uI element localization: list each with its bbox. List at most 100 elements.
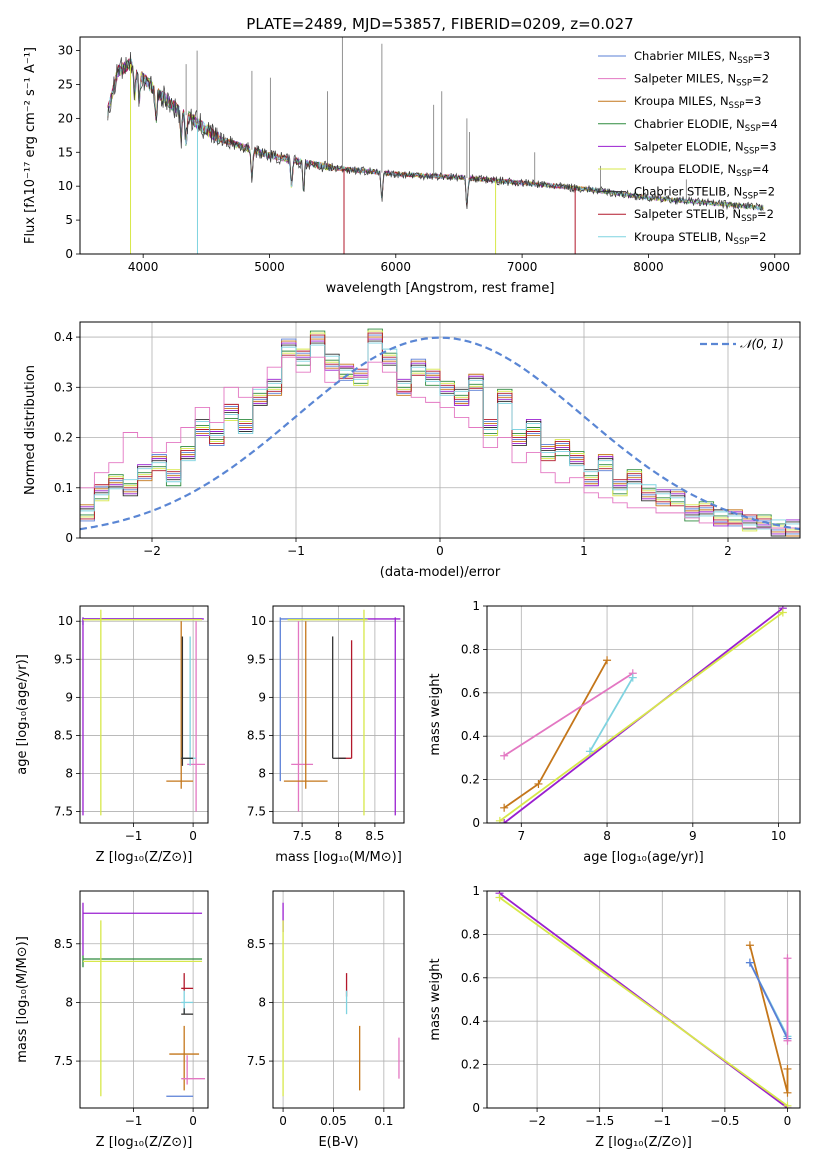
x-axis-label: mass [log₁₀(M/M⊙)]	[275, 850, 402, 865]
y-tick-label: 9	[258, 690, 266, 704]
age-vs-mass-panel: 7.5 8 8.5 7.5 8 8.5 9 9.5 10 mass [log₁₀(M/M⊙)]	[247, 605, 405, 865]
x-axis-label: (data-model)/error	[380, 565, 501, 580]
plot-area	[282, 902, 400, 1097]
normal-curve	[80, 336, 800, 531]
weight-marker	[778, 608, 787, 617]
plot-area	[279, 609, 401, 816]
legend-label-subscript: SSP	[737, 56, 753, 66]
x-tick-label: −2	[528, 1114, 546, 1128]
legend-label-tail: =3	[753, 49, 770, 63]
x-axis-label: E(B-V)	[318, 1135, 358, 1150]
legend-label: Salpeter STELIB, NSSP=2	[634, 207, 774, 224]
legend-label-subscript: SSP	[742, 192, 758, 202]
x-tick-label: 0	[279, 1114, 287, 1128]
mass-vs-metallicity-panel: −1 0 7.5 8 8.5 Z [log₁₀(Z/Z⊙)] mass [log₁₀(M/M…	[15, 890, 209, 1150]
histogram-8	[80, 342, 800, 530]
legend-label: Salpeter MILES, NSSP=2	[634, 72, 769, 89]
legend-label-subscript: SSP	[745, 124, 761, 134]
axes-frame	[79, 890, 209, 1109]
x-tick-label: 4000	[128, 260, 159, 274]
plot-area	[495, 891, 792, 1108]
y-axis-label: Normed distribution	[23, 365, 38, 495]
grid	[273, 606, 404, 823]
y-tick-label: 25	[58, 77, 73, 91]
legend-label-tail: =3	[744, 94, 761, 108]
y-tick-label: 0.6	[461, 686, 480, 700]
weight-marker	[500, 803, 509, 812]
legend-label: Chabrier MILES, NSSP=3	[634, 49, 770, 66]
legend-label-base: Chabrier STELIB, N	[634, 185, 742, 199]
x-axis-label: Z [log₁₀(Z/Z⊙)]	[595, 1135, 692, 1150]
legend-label-tail: =4	[752, 162, 769, 176]
x-tick-label: 10	[771, 829, 786, 843]
weight-vs-age-panel: 7 8 9 10 0 0.2 0.4 0.6 0.8 1 age [log₁₀(age/yr)] ma…	[428, 599, 801, 865]
weight-marker	[500, 751, 509, 760]
x-tick-label: 8	[335, 829, 343, 843]
x-tick-label: −0.5	[710, 1114, 739, 1128]
weight-vs-metallicity-panel: −2 −1.5 −1 −0.5 0 0 0.2 0.4 0.6 0.8 1 Z [log₁₀(Z/Z⊙…	[428, 884, 801, 1150]
y-axis-label: mass [log₁₀(M/M⊙)]	[15, 936, 30, 1063]
weight-marker	[534, 779, 543, 788]
x-axis-label: Z [log₁₀(Z/Z⊙)]	[96, 850, 193, 865]
legend-label-base: Kroupa ELODIE, N	[634, 162, 736, 176]
y-tick-label: 1	[472, 884, 480, 898]
y-tick-label: 7.5	[247, 805, 266, 819]
y-tick-label: 0	[65, 247, 73, 261]
y-tick-label: 0.4	[461, 729, 480, 743]
y-tick-label: 8	[65, 995, 73, 1009]
legend-label-tail: =4	[761, 117, 778, 131]
legend-label-base: Chabrier ELODIE, N	[634, 117, 745, 131]
y-axis-label: mass weight	[428, 673, 443, 755]
y-tick-label: 9.5	[54, 652, 73, 666]
legend-label: Kroupa MILES, NSSP=3	[634, 94, 761, 111]
x-tick-label: −1	[125, 1114, 143, 1128]
weight-marker	[783, 1064, 792, 1073]
axes-frame	[486, 605, 801, 824]
weight-marker	[628, 673, 637, 682]
weight-marker	[585, 747, 594, 756]
weight-marker	[495, 893, 504, 902]
x-tick-label: −1	[287, 544, 305, 558]
legend-label-base: Kroupa MILES, N	[634, 94, 729, 108]
x-tick-label: 7.5	[293, 829, 312, 843]
y-tick-label: 0.4	[54, 330, 73, 344]
axes-frame	[272, 605, 405, 824]
x-tick-label: 5000	[254, 260, 285, 274]
legend-label-subscript: SSP	[734, 237, 750, 247]
x-tick-label: 0	[189, 1114, 197, 1128]
y-axis-label: age [log₁₀(age/yr)]	[15, 654, 30, 775]
weight-marker	[745, 958, 754, 967]
x-tick-label: 7	[517, 829, 525, 843]
legend-label-subscript: SSP	[741, 214, 757, 224]
y-tick-label: 8	[258, 995, 266, 1009]
x-tick-label: 7000	[507, 260, 538, 274]
x-tick-label: −2	[143, 544, 161, 558]
y-tick-label: 7.5	[54, 1054, 73, 1068]
y-tick-label: 0.4	[461, 1014, 480, 1028]
residuals-panel: −2 −1 0 1 2 0 0.1 0.2 0.3 0.4 (data-model)/error No…	[23, 321, 801, 580]
y-tick-label: 10	[58, 614, 73, 628]
y-tick-label: 0	[472, 816, 480, 830]
mass-vs-ebv-panel: 0 0.05 0.1 7.5 8 8.5 E(B-V)	[247, 890, 405, 1150]
plot-area	[82, 609, 206, 816]
legend-label-base: Chabrier MILES, N	[634, 49, 737, 63]
y-tick-label: 0	[65, 531, 73, 545]
legend-label-subscript: SSP	[736, 79, 752, 89]
x-tick-label: 8000	[633, 260, 664, 274]
x-tick-label: 9000	[759, 260, 790, 274]
y-tick-label: 8.5	[247, 937, 266, 951]
weight-line-1	[503, 672, 634, 757]
x-tick-label: 0.1	[374, 1114, 393, 1128]
plot-area	[495, 606, 787, 823]
y-axis-label: mass weight	[428, 958, 443, 1040]
x-tick-label: 2	[724, 544, 732, 558]
y-tick-label: 0.8	[461, 642, 480, 656]
legend-label-base: Salpeter MILES, N	[634, 72, 736, 86]
legend-label-tail: =2	[752, 72, 769, 86]
y-tick-label: 10	[58, 179, 73, 193]
x-tick-label: 6000	[381, 260, 412, 274]
y-tick-label: 0.2	[54, 431, 73, 445]
y-tick-label: 8	[258, 767, 266, 781]
legend-label: Salpeter ELODIE, NSSP=3	[634, 139, 777, 156]
